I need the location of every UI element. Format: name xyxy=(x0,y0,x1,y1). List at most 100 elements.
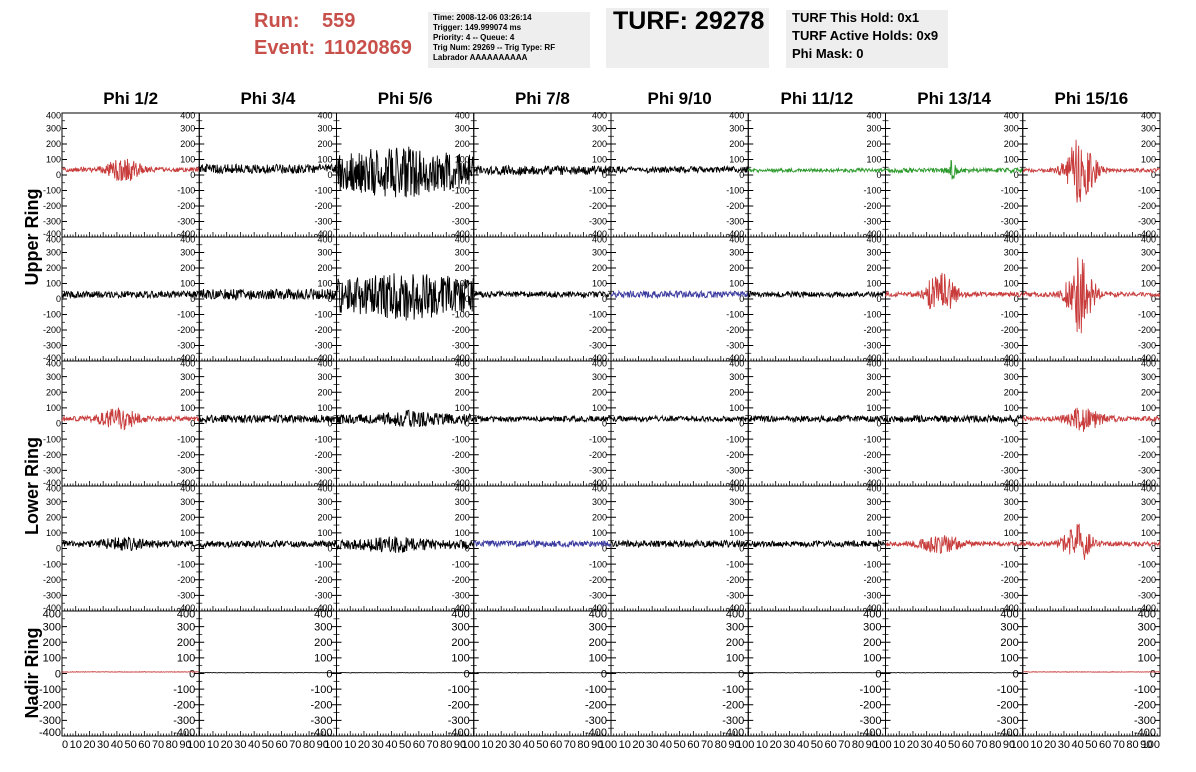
y-tick-label: 400 xyxy=(46,358,61,368)
y-tick-label: 0 xyxy=(1151,170,1156,180)
y-tick-label: 400 xyxy=(866,483,881,493)
y-tick-label: -200 xyxy=(1134,700,1156,712)
y-tick-label: -300 xyxy=(1001,591,1019,601)
y-tick-label: -100 xyxy=(726,310,744,320)
x-tick-label: 10 xyxy=(873,739,885,751)
y-tick-label: -400 xyxy=(997,727,1019,739)
y-tick-label: -400 xyxy=(43,353,61,363)
y-tick-label: -300 xyxy=(43,341,61,351)
x-tick-label: 30 xyxy=(234,739,246,751)
y-tick-label: 200 xyxy=(180,512,195,522)
x-tick-label: 30 xyxy=(921,739,933,751)
y-tick-label: 400 xyxy=(455,110,470,120)
y-tick-label: -400 xyxy=(863,478,881,488)
x-tick-label: 90 xyxy=(179,739,191,751)
y-tick-label: 0 xyxy=(56,544,61,554)
y-tick-label: 200 xyxy=(866,263,881,273)
x-tick-label: 0 xyxy=(62,739,68,751)
y-tick-label: 300 xyxy=(866,497,881,507)
y-tick-label: 0 xyxy=(190,544,195,554)
y-tick-label: 100 xyxy=(180,403,195,413)
y-tick-label: 200 xyxy=(43,637,61,649)
y-tick-label: -100 xyxy=(1001,559,1019,569)
y-tick-label: 300 xyxy=(866,372,881,382)
x-tick-label: 40 xyxy=(385,739,397,751)
y-tick-label: -400 xyxy=(1138,353,1156,363)
y-tick-label: 300 xyxy=(1141,248,1156,258)
y-tick-label: 100 xyxy=(314,653,332,665)
y-tick-label: 0 xyxy=(189,668,195,680)
x-tick-label: 40 xyxy=(111,739,123,751)
x-tick-label: 70 xyxy=(152,739,164,751)
y-tick-label: 300 xyxy=(455,372,470,382)
x-tick-label: 60 xyxy=(550,739,562,751)
y-tick-label: -200 xyxy=(314,201,332,211)
y-tick-label: 0 xyxy=(602,544,607,554)
y-tick-label: -400 xyxy=(314,229,332,239)
y-tick-label: 300 xyxy=(729,497,744,507)
y-tick-label: 0 xyxy=(876,294,881,304)
hold-box xyxy=(786,10,948,68)
y-tick-label: 100 xyxy=(455,528,470,538)
y-tick-label: 300 xyxy=(729,248,744,258)
y-tick-label: 100 xyxy=(729,403,744,413)
y-tick-label: -300 xyxy=(448,715,470,727)
x-tick-label: 0 xyxy=(199,739,205,751)
waveform-line xyxy=(885,160,1024,180)
y-tick-label: 300 xyxy=(866,248,881,258)
y-tick-label: 300 xyxy=(46,124,61,134)
y-tick-label: 0 xyxy=(739,544,744,554)
y-tick-label: -200 xyxy=(177,450,195,460)
y-tick-label: 300 xyxy=(592,497,607,507)
x-tick-label: 10 xyxy=(481,739,493,751)
y-tick-label: 300 xyxy=(1000,621,1018,633)
y-tick-label: 300 xyxy=(314,621,332,633)
y-tick-label: 200 xyxy=(726,637,744,649)
y-tick-label: 100 xyxy=(317,155,332,165)
y-tick-label: 0 xyxy=(327,544,332,554)
x-tick-label: 40 xyxy=(660,739,672,751)
y-tick-label: -300 xyxy=(177,591,195,601)
y-tick-label: 400 xyxy=(592,110,607,120)
y-tick-label: 100 xyxy=(180,155,195,165)
x-tick-label: 10 xyxy=(187,739,199,751)
x-tick-label: 10 xyxy=(207,739,219,751)
y-tick-label: -300 xyxy=(1134,715,1156,727)
y-tick-label: 0 xyxy=(602,419,607,429)
waveform-line xyxy=(747,166,886,174)
y-tick-label: -100 xyxy=(726,186,744,196)
y-tick-label: -400 xyxy=(452,478,470,488)
y-tick-label: 100 xyxy=(866,528,881,538)
y-tick-label: 0 xyxy=(1151,294,1156,304)
y-tick-label: -100 xyxy=(863,434,881,444)
y-tick-label: -200 xyxy=(726,201,744,211)
run-value: 559 xyxy=(322,10,356,32)
y-tick-label: -300 xyxy=(589,466,607,476)
y-tick-label: 200 xyxy=(1004,263,1019,273)
y-tick-label: 100 xyxy=(46,528,61,538)
y-tick-label: 200 xyxy=(451,637,469,649)
y-tick-label: 400 xyxy=(1000,609,1018,621)
y-tick-label: 0 xyxy=(602,294,607,304)
y-tick-label: 300 xyxy=(46,497,61,507)
y-tick-label: 300 xyxy=(180,372,195,382)
y-tick-label: 400 xyxy=(592,483,607,493)
y-tick-label: -400 xyxy=(589,353,607,363)
y-tick-label: -100 xyxy=(177,186,195,196)
y-tick-label: -300 xyxy=(997,715,1019,727)
y-tick-label: -200 xyxy=(448,700,470,712)
y-tick-label: -300 xyxy=(1138,466,1156,476)
y-tick-label: -400 xyxy=(722,727,744,739)
column-header-5: Phi 9/10 xyxy=(647,89,711,108)
y-tick-label: 400 xyxy=(726,609,744,621)
y-tick-label: 400 xyxy=(1004,234,1019,244)
y-tick-label: -200 xyxy=(859,700,881,712)
y-tick-label: 100 xyxy=(866,155,881,165)
y-tick-label: -200 xyxy=(589,450,607,460)
waveform-line xyxy=(473,290,612,299)
y-tick-label: 200 xyxy=(729,387,744,397)
y-tick-label: 100 xyxy=(1138,653,1156,665)
x-tick-label: 20 xyxy=(358,739,370,751)
y-tick-label: 400 xyxy=(1004,358,1019,368)
x-tick-label: 50 xyxy=(399,739,411,751)
